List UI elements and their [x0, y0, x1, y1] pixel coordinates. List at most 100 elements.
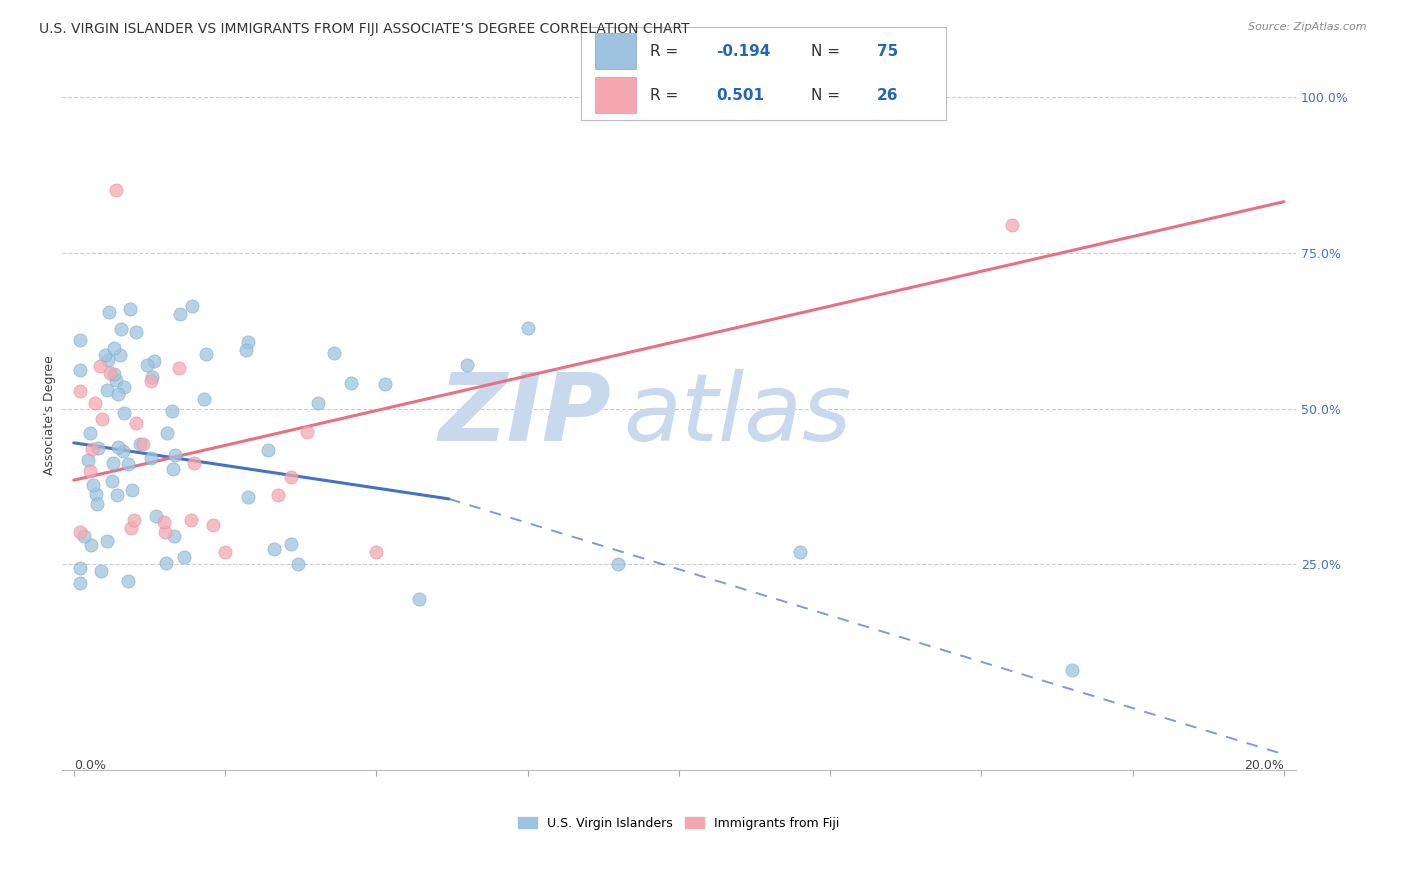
- Point: [280, 470, 302, 484]
- Point: [789, 545, 811, 559]
- Text: 0.501: 0.501: [716, 88, 763, 103]
- Text: 20.0%: 20.0%: [1244, 759, 1284, 772]
- Point: [90, 565, 112, 579]
- Point: [103, 368, 125, 382]
- Legend: U.S. Virgin Islanders, Immigrants from Fiji: U.S. Virgin Islanders, Immigrants from F…: [513, 812, 845, 835]
- Point: [408, 592, 430, 607]
- Text: 75: 75: [877, 44, 898, 59]
- Point: [143, 354, 166, 368]
- Point: [163, 529, 186, 543]
- Point: [516, 320, 538, 334]
- Point: [163, 448, 186, 462]
- Point: [69, 384, 91, 399]
- Point: [129, 437, 152, 451]
- Point: [607, 558, 630, 572]
- Point: [111, 444, 134, 458]
- Point: [1062, 663, 1084, 677]
- Point: [121, 483, 143, 497]
- Point: [105, 184, 128, 198]
- Point: [91, 411, 114, 425]
- Text: atlas: atlas: [623, 369, 852, 460]
- Point: [117, 574, 139, 588]
- Point: [104, 373, 127, 387]
- Point: [156, 425, 179, 440]
- Point: [183, 456, 205, 470]
- Point: [69, 575, 91, 590]
- Point: [141, 374, 163, 388]
- Point: [110, 321, 132, 335]
- Text: N =: N =: [811, 88, 845, 103]
- Point: [69, 524, 91, 539]
- Point: [107, 387, 129, 401]
- Point: [124, 513, 146, 527]
- Point: [180, 513, 202, 527]
- Point: [201, 517, 224, 532]
- Point: [107, 440, 129, 454]
- Text: R =: R =: [650, 44, 683, 59]
- Y-axis label: Associate's Degree: Associate's Degree: [44, 355, 56, 475]
- Point: [173, 549, 195, 564]
- Point: [160, 404, 183, 418]
- Point: [98, 366, 121, 380]
- Point: [456, 358, 478, 372]
- Point: [112, 406, 135, 420]
- Bar: [595, 78, 636, 113]
- Point: [322, 345, 344, 359]
- Point: [73, 528, 96, 542]
- Point: [101, 474, 124, 488]
- Point: [86, 497, 108, 511]
- Point: [340, 376, 363, 391]
- Point: [107, 487, 129, 501]
- Point: [374, 376, 396, 391]
- Point: [96, 533, 118, 548]
- Point: [108, 348, 131, 362]
- Text: 0.0%: 0.0%: [73, 759, 105, 772]
- Point: [89, 359, 111, 374]
- Point: [80, 538, 103, 552]
- Point: [117, 457, 139, 471]
- Text: 26: 26: [877, 88, 898, 103]
- Point: [69, 333, 91, 347]
- Point: [120, 520, 142, 534]
- Point: [131, 437, 153, 451]
- Point: [153, 515, 176, 529]
- Point: [295, 425, 318, 440]
- Point: [135, 358, 157, 372]
- Point: [79, 426, 101, 441]
- Point: [80, 442, 103, 457]
- Text: R =: R =: [650, 88, 683, 103]
- Point: [287, 557, 309, 571]
- Point: [1001, 218, 1024, 232]
- Point: [214, 545, 236, 559]
- Point: [141, 370, 163, 384]
- Point: [79, 464, 101, 478]
- Text: -0.194: -0.194: [716, 44, 770, 59]
- Bar: [595, 33, 636, 69]
- Point: [125, 417, 148, 431]
- Point: [86, 487, 108, 501]
- Point: [236, 490, 259, 504]
- Point: [69, 363, 91, 377]
- Text: ZIP: ZIP: [439, 368, 612, 461]
- Point: [112, 380, 135, 394]
- Point: [77, 453, 100, 467]
- Point: [69, 561, 91, 575]
- Text: Source: ZipAtlas.com: Source: ZipAtlas.com: [1249, 22, 1367, 32]
- Point: [267, 488, 290, 502]
- Point: [167, 360, 190, 375]
- Point: [153, 524, 176, 539]
- Point: [101, 456, 124, 470]
- Point: [181, 300, 204, 314]
- Point: [238, 334, 260, 349]
- Point: [145, 508, 167, 523]
- Point: [97, 305, 120, 319]
- Point: [257, 443, 280, 458]
- Point: [87, 441, 110, 455]
- Point: [82, 477, 104, 491]
- Text: N =: N =: [811, 44, 845, 59]
- Point: [94, 348, 117, 362]
- Text: U.S. VIRGIN ISLANDER VS IMMIGRANTS FROM FIJI ASSOCIATE’S DEGREE CORRELATION CHAR: U.S. VIRGIN ISLANDER VS IMMIGRANTS FROM …: [39, 22, 690, 37]
- Point: [118, 302, 141, 317]
- Point: [169, 307, 191, 321]
- Point: [307, 396, 329, 410]
